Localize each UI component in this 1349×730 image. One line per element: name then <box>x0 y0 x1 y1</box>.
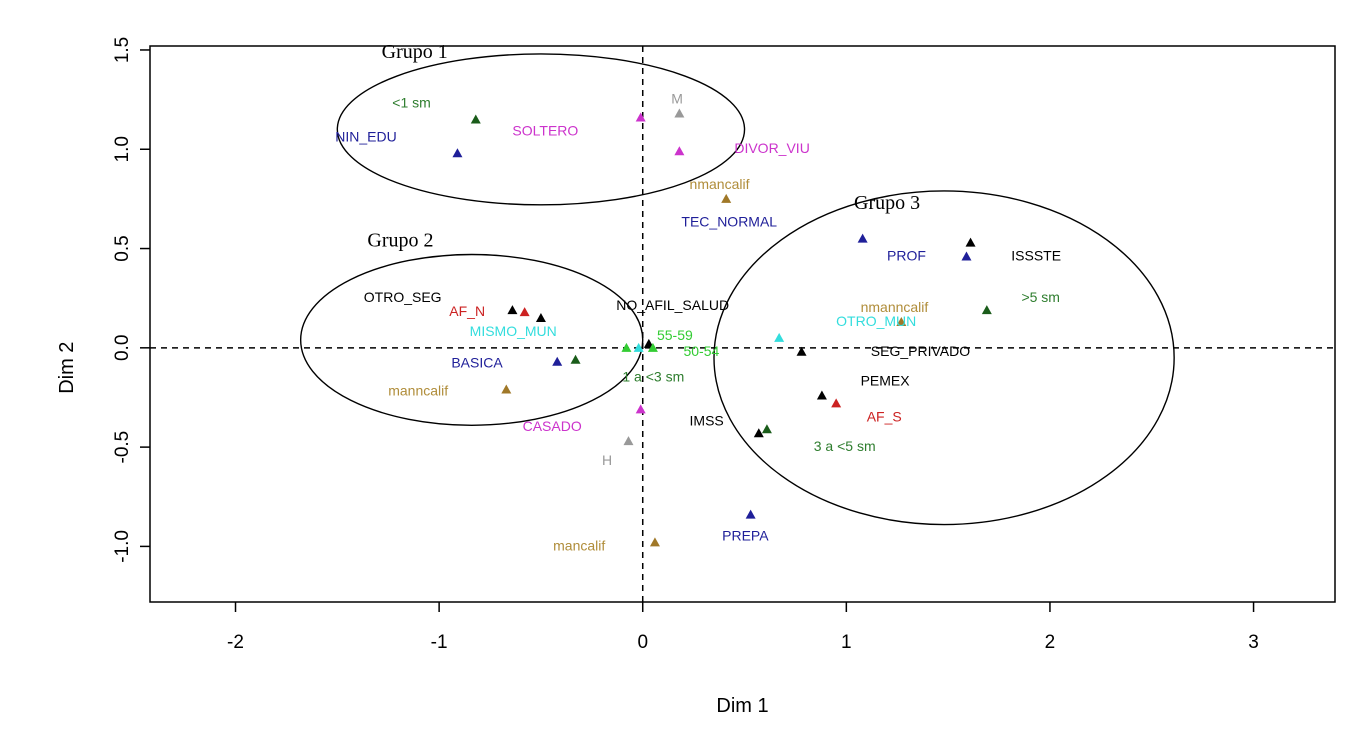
data-point-marker <box>649 537 660 547</box>
data-point-marker <box>635 112 646 122</box>
data-point-label: BASICA <box>451 355 503 371</box>
data-point-marker <box>535 313 546 323</box>
group-title: Grupo 3 <box>854 192 920 214</box>
data-point-label: M <box>671 91 683 107</box>
data-point-label: OTRO_SEG <box>364 289 442 305</box>
data-point-label: nmancalif <box>690 176 750 192</box>
data-point-label: SEG_PRIVADO <box>871 343 970 359</box>
data-point-marker <box>981 305 992 315</box>
data-point-marker <box>507 305 518 315</box>
data-point-label: 50-54 <box>683 343 719 359</box>
data-point-label: >5 sm <box>1021 289 1060 305</box>
data-point-label: PREPA <box>722 527 769 543</box>
data-point-label: IMSS <box>690 412 724 428</box>
data-point-marker <box>470 114 481 124</box>
y-tick-label: 0.0 <box>112 335 133 361</box>
y-axis-title: Dim 2 <box>56 342 78 394</box>
y-tick-label: -1.0 <box>112 530 133 563</box>
x-axis-title: Dim 1 <box>716 695 768 717</box>
data-point-label: ISSSTE <box>1011 247 1061 263</box>
data-point-label: DIVOR_VIU <box>734 140 809 156</box>
group-ellipse <box>713 190 1175 526</box>
data-point-label: <1 sm <box>392 95 431 111</box>
group-title: Grupo 1 <box>382 41 448 63</box>
y-tick-label: 1.5 <box>112 37 133 63</box>
y-axis: -1.0 -0.5 0.0 0.5 1.0 1.5 <box>112 37 150 563</box>
data-point-label: 1 a <3 sm <box>622 369 684 385</box>
x-tick-label: -2 <box>227 632 244 653</box>
data-point-marker <box>452 148 463 158</box>
data-point-label: 3 a <5 sm <box>814 438 876 454</box>
data-point-label: NO_AFIL_SALUD <box>616 297 729 313</box>
y-tick-label: 0.5 <box>112 235 133 261</box>
data-point-marker <box>896 317 907 327</box>
data-point-label: TEC_NORMAL <box>681 214 777 230</box>
data-point-label: 55-59 <box>657 327 693 343</box>
data-point-label: AF_N <box>449 303 485 319</box>
data-point-marker <box>816 390 827 400</box>
data-point-marker <box>501 384 512 394</box>
data-point-marker <box>831 398 842 408</box>
group-ellipse <box>336 53 746 206</box>
data-point-marker <box>643 338 654 348</box>
data-point-marker <box>633 342 644 352</box>
point-labels: <1 sm NIN_EDU SOLTERO M DIVOR_VIU nmancalif TE… <box>335 91 1061 554</box>
data-point-marker <box>961 251 972 261</box>
data-points <box>452 108 992 547</box>
data-point-label: MISMO_MUN <box>470 323 557 339</box>
data-point-marker <box>570 354 581 364</box>
data-point-marker <box>796 346 807 356</box>
data-point-label: AF_S <box>867 408 902 424</box>
data-point-marker <box>552 356 563 366</box>
data-point-marker <box>621 342 632 352</box>
x-axis: -2 -1 0 1 2 3 <box>227 602 1259 653</box>
data-point-label: CASADO <box>523 418 582 434</box>
reference-lines <box>150 46 1335 602</box>
x-tick-label: -1 <box>431 632 448 653</box>
data-point-label: mancalif <box>553 537 605 553</box>
group-title: Grupo 2 <box>367 230 433 252</box>
data-point-marker <box>623 436 634 446</box>
plot-frame <box>149 45 1336 603</box>
data-point-marker <box>674 146 685 156</box>
data-point-label: nmanncalif <box>861 299 929 315</box>
data-point-label: OTRO_MUN <box>836 313 916 329</box>
data-point-marker <box>753 428 764 438</box>
data-point-marker <box>721 193 732 203</box>
data-point-label: H <box>602 452 612 468</box>
data-point-marker <box>745 509 756 519</box>
data-point-label: NIN_EDU <box>335 128 396 144</box>
y-tick-label: 1.0 <box>112 136 133 162</box>
y-tick-label: -0.5 <box>112 431 133 464</box>
data-point-marker <box>635 404 646 414</box>
x-tick-label: 0 <box>637 632 648 653</box>
data-point-marker <box>519 307 530 317</box>
data-point-label: manncalif <box>388 382 448 398</box>
data-point-marker <box>674 108 685 118</box>
data-point-label: SOLTERO <box>512 122 578 138</box>
group-ellipse <box>299 253 644 426</box>
x-tick-label: 2 <box>1045 632 1056 653</box>
x-tick-label: 3 <box>1248 632 1259 653</box>
x-tick-label: 1 <box>841 632 852 653</box>
data-point-marker <box>761 424 772 434</box>
data-point-marker <box>774 332 785 342</box>
data-point-marker <box>647 342 658 352</box>
data-point-marker <box>965 237 976 247</box>
data-point-label: PEMEX <box>861 373 911 389</box>
data-point-label: PROF <box>887 247 926 263</box>
data-point-marker <box>857 233 868 243</box>
